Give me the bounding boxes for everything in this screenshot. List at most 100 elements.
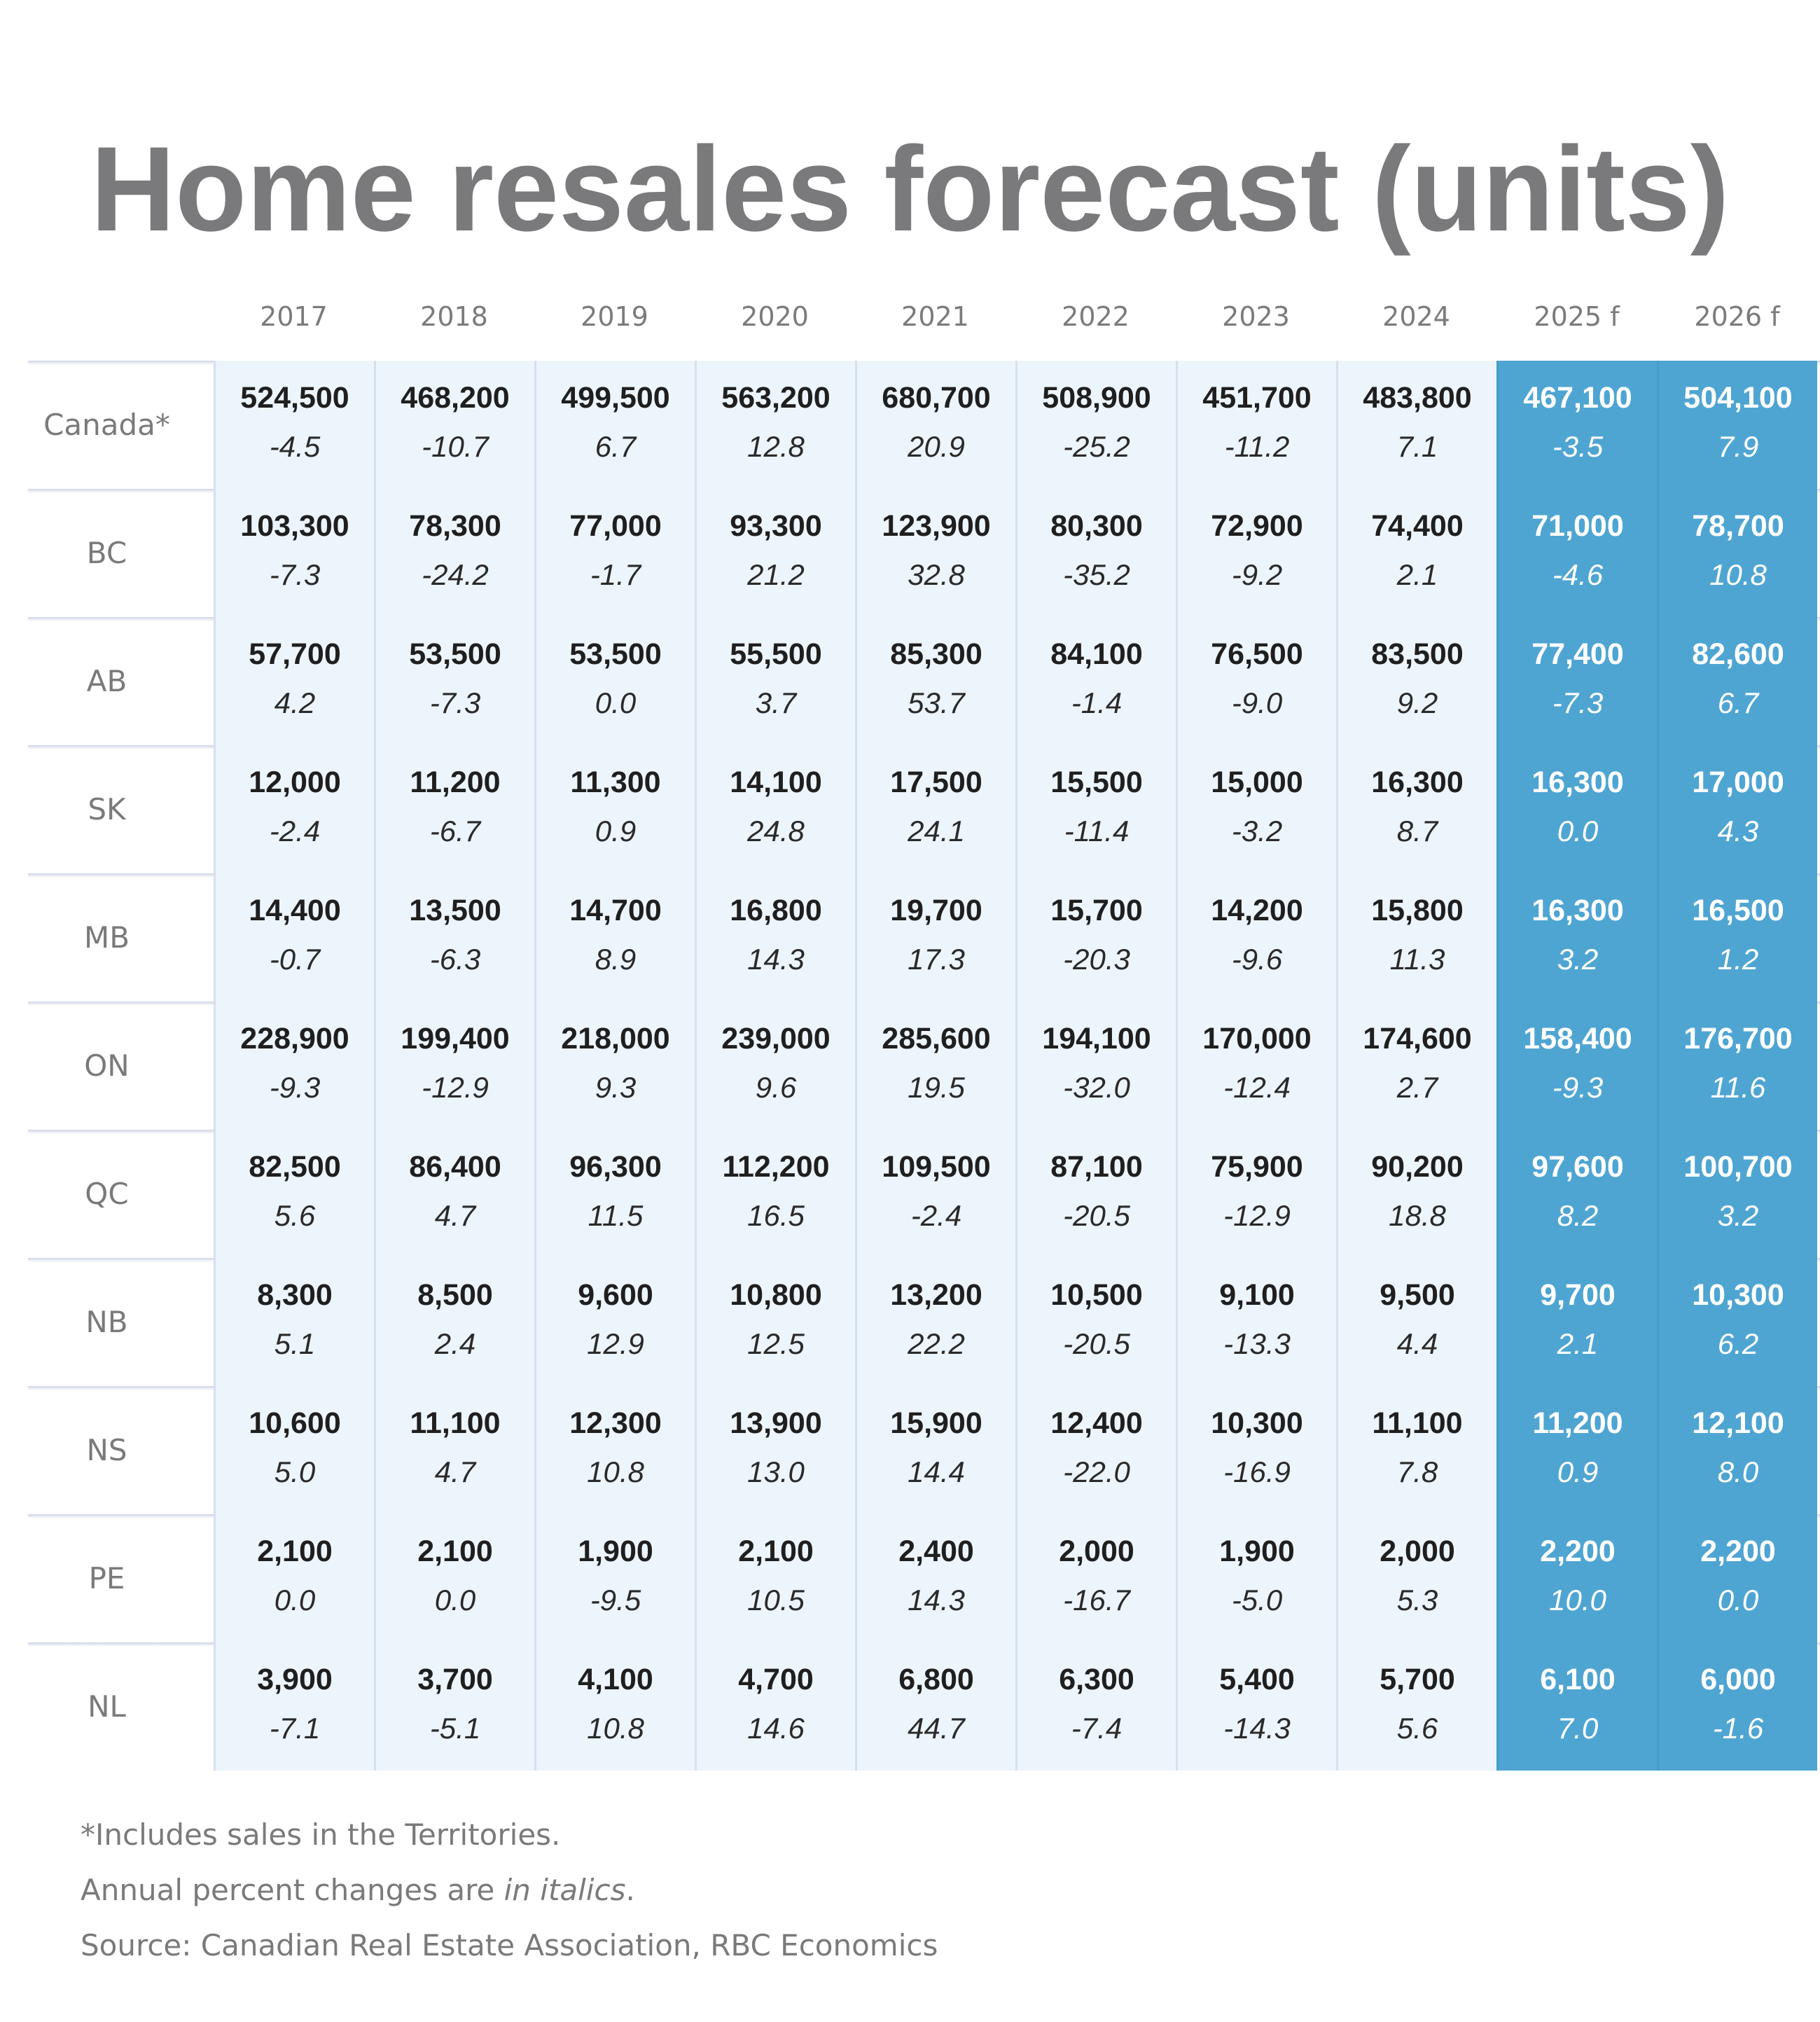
percent-change: 11.5 [588,1199,644,1232]
percent-change: -3.5 [1552,430,1604,463]
data-cell: 13,900 13.0 [695,1386,855,1514]
data-cell: 9,500 4.4 [1336,1258,1496,1386]
units-value: 16,500 [1692,894,1784,927]
percent-change: 8.0 [1717,1455,1759,1488]
data-cell: 90,200 18.8 [1336,1130,1496,1258]
data-cell: 194,100 -32.0 [1015,1002,1176,1130]
percent-change: 10.8 [587,1712,644,1745]
data-cell: 451,700 -11.2 [1176,361,1336,489]
data-cell: 8,500 2.4 [374,1258,534,1386]
percent-change: 12.5 [747,1327,805,1360]
percent-change: 14.4 [908,1455,965,1488]
footnote-italics-prefix: Annual percent changes are [81,1873,504,1907]
row-label: NS [86,1433,127,1467]
column-header: 2026 f [1694,301,1780,332]
percent-change: 19.5 [908,1071,965,1104]
units-value: 3,900 [257,1663,333,1696]
percent-change: -5.1 [429,1712,481,1745]
data-cell: 10,500 -20.5 [1015,1258,1176,1386]
percent-change: 9.2 [1396,686,1438,719]
units-value: 96,300 [569,1150,662,1184]
units-value: 15,000 [1211,766,1303,799]
percent-change: -7.3 [269,558,321,591]
units-value: 90,200 [1371,1150,1464,1184]
page-title-text: Home resales forecast (units) [90,122,1730,256]
percent-change: 3.2 [1557,943,1599,976]
percent-change: -20.5 [1063,1327,1130,1360]
percent-change: -4.5 [269,430,321,463]
percent-change: -2.4 [269,815,321,847]
units-value: 6,000 [1700,1663,1776,1696]
data-cell: 76,500 -9.0 [1176,617,1336,745]
table-row: QC 82,500 5.6 86,400 4.7 96,300 11.5 112,200 16.… [0,1130,1820,1258]
percent-change: 9.3 [595,1071,637,1104]
data-cell: 2,100 0.0 [214,1514,374,1642]
units-value: 504,100 [1683,381,1793,415]
units-value: 680,700 [882,381,991,415]
units-value: 10,800 [730,1278,822,1312]
column-header: 2020 [741,301,809,332]
row-label: ON [84,1048,130,1083]
percent-change: -16.9 [1223,1455,1291,1488]
units-value: 9,500 [1380,1278,1455,1312]
data-cell: 80,300 -35.2 [1015,489,1176,617]
percent-change: 0.9 [1557,1455,1599,1488]
percent-change: -12.4 [1223,1071,1291,1104]
data-cell: 239,000 9.6 [695,1002,855,1130]
row-label: QC [85,1177,129,1211]
percent-change: 2.4 [434,1327,476,1360]
data-cell: 87,100 -20.5 [1015,1130,1176,1258]
forecast-cell: 16,300 0.0 [1496,745,1657,873]
units-value: 78,300 [409,509,501,543]
units-value: 15,500 [1050,766,1143,799]
footnote-italics: Annual percent changes are in italics. [81,1873,635,1908]
units-value: 86,400 [409,1150,501,1184]
units-value: 4,100 [578,1663,653,1696]
units-value: 170,000 [1202,1022,1312,1055]
data-cell: 524,500 -4.5 [214,361,374,489]
units-value: 14,700 [569,894,662,927]
percent-change: 10.8 [1709,558,1767,591]
units-value: 13,900 [730,1406,822,1440]
percent-change: 0.0 [1717,1584,1759,1616]
data-cell: 57,700 4.2 [214,617,374,745]
units-value: 9,700 [1540,1278,1616,1312]
units-value: 123,900 [882,509,991,543]
units-value: 10,600 [249,1406,341,1440]
percent-change: 7.8 [1396,1455,1438,1488]
percent-change: -13.3 [1223,1327,1291,1360]
forecast-cell: 17,000 4.3 [1657,745,1817,873]
units-value: 103,300 [240,509,349,543]
data-cell: 1,900 -5.0 [1176,1514,1336,1642]
percent-change: 4.4 [1396,1327,1438,1360]
column-header: 2017 [260,301,328,332]
footnote-italics-suffix: . [625,1873,635,1907]
percent-change: -1.6 [1712,1712,1764,1745]
forecast-cell: 467,100 -3.5 [1496,361,1657,489]
data-cell: 19,700 17.3 [855,873,1015,1002]
data-cell: 483,800 7.1 [1336,361,1496,489]
data-cell: 15,700 -20.3 [1015,873,1176,1002]
percent-change: 21.2 [747,558,805,591]
forecast-cell: 71,000 -4.6 [1496,489,1657,617]
data-cell: 74,400 2.1 [1336,489,1496,617]
units-value: 228,900 [240,1022,349,1055]
data-cell: 9,600 12.9 [534,1258,695,1386]
data-cell: 15,900 14.4 [855,1386,1015,1514]
units-value: 82,600 [1692,637,1784,671]
footnote-source: Source: Canadian Real Estate Association… [81,1928,938,1962]
units-value: 5,400 [1219,1663,1295,1696]
units-value: 499,500 [561,381,670,415]
percent-change: 7.0 [1557,1712,1599,1745]
units-value: 8,300 [257,1278,333,1312]
units-value: 78,700 [1692,509,1784,543]
units-value: 11,100 [1372,1406,1463,1440]
units-value: 174,600 [1363,1022,1472,1055]
percent-change: 11.3 [1389,943,1445,976]
forecast-cell: 97,600 8.2 [1496,1130,1657,1258]
row-label: MB [83,920,130,955]
data-cell: 85,300 53.7 [855,617,1015,745]
percent-change: 4.2 [274,686,316,719]
units-value: 16,300 [1531,766,1624,799]
units-value: 468,200 [401,381,510,415]
